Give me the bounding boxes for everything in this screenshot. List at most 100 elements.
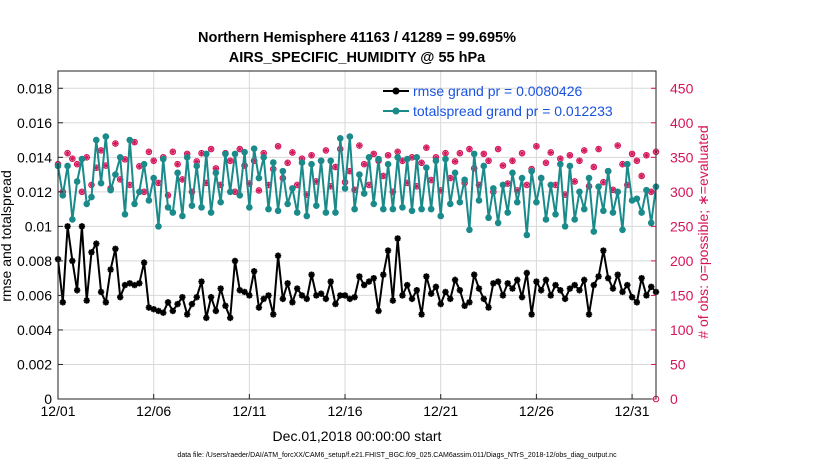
obs-evaluated-marker bbox=[332, 164, 339, 170]
y-tick-label: 0.004 bbox=[17, 322, 52, 338]
obs-evaluated-marker bbox=[79, 189, 85, 195]
rmse-point-core bbox=[419, 312, 424, 317]
totalspread-point bbox=[73, 178, 81, 185]
y-tick-label: 0.002 bbox=[17, 356, 52, 372]
totalspread-point bbox=[303, 212, 311, 220]
obs-evaluated-marker bbox=[117, 176, 123, 183]
rmse-point-core bbox=[563, 297, 567, 301]
rmse-point-core bbox=[285, 281, 290, 286]
rmse-point-core bbox=[127, 281, 132, 286]
obs-evaluated-marker bbox=[614, 142, 621, 149]
obs-evaluated-marker bbox=[485, 157, 492, 164]
totalspread-point bbox=[518, 174, 526, 182]
y-tick-label: 0.008 bbox=[17, 253, 52, 269]
x-tick-label: 12/21 bbox=[423, 403, 458, 419]
totalspread-point bbox=[174, 169, 181, 177]
totalspread-point bbox=[274, 207, 282, 215]
obs-evaluated-marker bbox=[146, 148, 152, 155]
obs-evaluated-marker bbox=[189, 189, 195, 195]
obs-evaluated-marker bbox=[351, 186, 358, 193]
obs-evaluated-marker bbox=[265, 182, 272, 188]
obs-evaluated-marker bbox=[299, 155, 305, 162]
totalspread-point bbox=[112, 171, 119, 178]
totalspread-point bbox=[241, 148, 248, 156]
totalspread-point bbox=[399, 204, 406, 211]
data-file-footer: data file: /Users/raeder/DAI/ATM_forcXX/… bbox=[177, 452, 617, 459]
totalspread-point bbox=[480, 162, 488, 170]
totalspread-point bbox=[327, 157, 334, 165]
obs-evaluated-marker bbox=[514, 187, 521, 194]
y-tick-label: 0.018 bbox=[17, 80, 52, 96]
obs-evaluated-marker bbox=[543, 160, 549, 166]
totalspread-point bbox=[499, 181, 507, 189]
obs-evaluated-marker bbox=[284, 160, 291, 166]
rmse-point-core bbox=[577, 288, 582, 293]
totalspread-point bbox=[226, 188, 234, 196]
rmse-point-core bbox=[434, 284, 438, 289]
rmse-point-core bbox=[104, 300, 108, 305]
totalspread-point bbox=[155, 223, 162, 230]
totalspread-point bbox=[623, 160, 631, 168]
obs-evaluated-marker bbox=[136, 163, 143, 170]
rmse-point-core bbox=[635, 300, 639, 305]
totalspread-point bbox=[432, 157, 440, 165]
totalspread-point bbox=[604, 167, 612, 175]
y-tick-label: 0.016 bbox=[17, 115, 52, 131]
obs-evaluated-marker bbox=[433, 154, 439, 161]
rmse-point-core bbox=[596, 274, 601, 279]
totalspread-point bbox=[308, 160, 315, 168]
y2-tick-label: 300 bbox=[670, 184, 694, 200]
rmse-point-core bbox=[123, 283, 127, 287]
totalspread-point bbox=[313, 202, 320, 209]
rmse-point-core bbox=[171, 309, 175, 313]
rmse-point-core bbox=[257, 305, 261, 310]
obs-evaluated-marker bbox=[170, 148, 176, 155]
totalspread-point bbox=[533, 198, 540, 206]
obs-evaluated-marker bbox=[581, 147, 588, 154]
x-tick-label: 12/16 bbox=[328, 403, 363, 419]
totalspread-point bbox=[643, 186, 650, 194]
totalspread-point bbox=[590, 228, 598, 235]
totalspread-point bbox=[561, 223, 569, 230]
rmse-point-core bbox=[486, 305, 491, 310]
rmse-point-core bbox=[510, 286, 515, 291]
totalspread-point bbox=[164, 204, 172, 211]
rmse-point-core bbox=[209, 295, 213, 299]
rmse-point-core bbox=[381, 272, 386, 277]
obs-evaluated-marker bbox=[289, 149, 296, 156]
rmse-point-core bbox=[391, 298, 395, 303]
rmse-point-core bbox=[606, 276, 610, 280]
totalspread-point bbox=[293, 209, 301, 216]
rmse-point-core bbox=[94, 241, 99, 246]
rmse-point-core bbox=[481, 297, 486, 301]
totalspread-point bbox=[116, 154, 124, 161]
totalspread-point bbox=[69, 216, 76, 223]
obs-evaluated-marker bbox=[404, 180, 411, 186]
obs-evaluated-marker bbox=[385, 152, 391, 159]
totalspread-point bbox=[509, 169, 516, 177]
obs-evaluated-marker bbox=[457, 150, 463, 156]
rmse-point-core bbox=[501, 293, 505, 298]
totalspread-point bbox=[580, 205, 588, 213]
rmse-point-core bbox=[218, 286, 223, 291]
totalspread-point bbox=[250, 145, 258, 152]
rmse-point-core bbox=[338, 293, 343, 298]
obs-evaluated-marker bbox=[179, 176, 186, 183]
obs-evaluated-marker bbox=[567, 152, 573, 159]
rmse-point-core bbox=[324, 297, 328, 301]
x-tick-label: 12/06 bbox=[136, 403, 171, 419]
totalspread-point bbox=[619, 226, 626, 234]
obs-evaluated-marker bbox=[519, 150, 525, 156]
rmse-point-core bbox=[214, 309, 218, 313]
rmse-point-core bbox=[151, 307, 156, 312]
totalspread-point bbox=[207, 209, 215, 216]
rmse-point-core bbox=[386, 248, 390, 253]
totalspread-point bbox=[380, 205, 387, 213]
obs-evaluated-marker bbox=[208, 146, 214, 152]
rmse-point-core bbox=[295, 286, 300, 291]
y-tick-label: 0 bbox=[44, 391, 52, 407]
y2-axis-label: # of obs: o=possible; ∗=evaluated bbox=[695, 125, 711, 338]
totalspread-point bbox=[107, 186, 114, 194]
obs-evaluated-marker bbox=[524, 182, 530, 188]
rmse-point-core bbox=[223, 303, 228, 308]
